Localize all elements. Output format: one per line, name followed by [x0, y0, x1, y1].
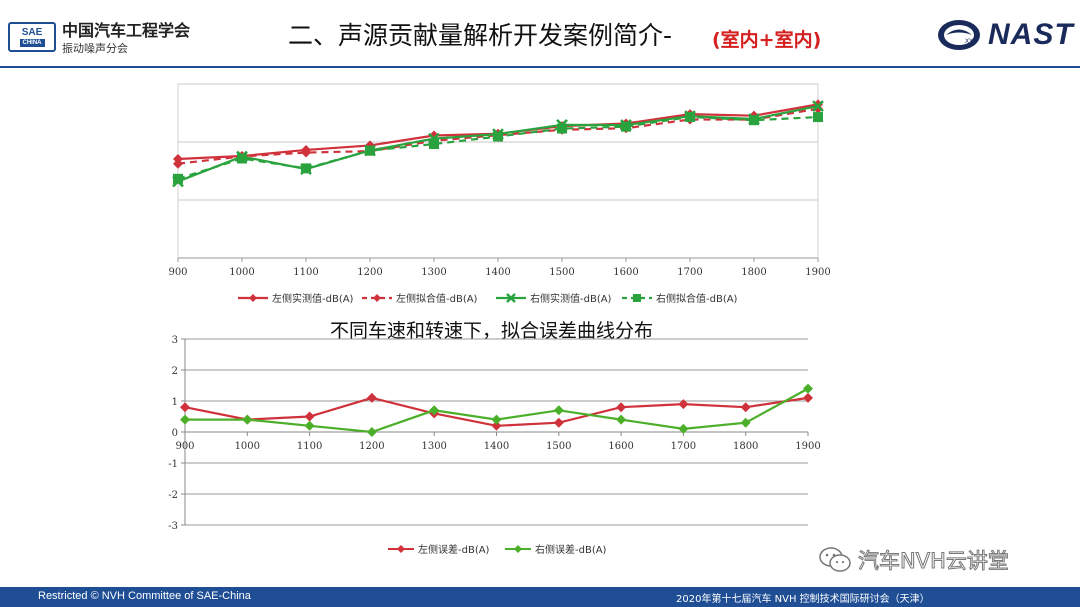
data-point: [557, 123, 567, 134]
y-tick-label: -2: [168, 490, 178, 501]
data-point: [813, 112, 823, 123]
x-tick-label: 1000: [235, 441, 260, 452]
data-point: [304, 411, 315, 422]
slide-title: 二、声源贡献量解析开发案例简介-: [288, 21, 673, 50]
org-subtitle: 振动噪声分会: [62, 42, 128, 55]
data-point: [553, 417, 564, 428]
data-point: [366, 392, 377, 403]
wechat-watermark: 汽车NVH云讲堂: [818, 545, 1009, 575]
legend-label: 左侧拟合值-dB(A): [396, 292, 478, 305]
x-tick-label: 1500: [549, 267, 574, 278]
measured-vs-fitted-chart: 900 1000 1100 1200 1300 1400 1500 1600 1700 1800 1…: [168, 83, 831, 305]
wechat-icon: [819, 547, 851, 572]
x-tick-label: 1200: [359, 441, 384, 452]
y-tick-label: 1: [172, 397, 178, 408]
x-tick-label: 1000: [229, 267, 254, 278]
error-chart-caption: 不同车速和转速下，拟合误差曲线分布: [330, 320, 654, 342]
footer-bar: Restricted © NVH Committee of SAE-China …: [0, 587, 1080, 607]
data-point: [493, 131, 503, 142]
data-point: [740, 402, 751, 413]
data-point: [180, 414, 190, 425]
data-point: [616, 414, 627, 425]
data-point: [173, 158, 183, 169]
x-tick-label: 1300: [421, 441, 446, 452]
logo-bottom-text: CHINA: [19, 38, 45, 47]
x-tick-label: 1600: [608, 441, 633, 452]
x-tick-label: 1400: [484, 441, 509, 452]
nast-logo: XY NAST: [936, 18, 1074, 52]
x-tick-label: 1900: [805, 267, 830, 278]
data-point: [366, 427, 377, 437]
series-group: [173, 111, 823, 184]
y-tick-label: 0: [172, 428, 178, 439]
data-point: [242, 414, 253, 425]
data-point: [304, 420, 315, 431]
data-point: [740, 417, 751, 428]
data-point: [685, 111, 695, 122]
legend-label: 左侧实测值-dB(A): [272, 292, 354, 305]
data-point: [678, 399, 689, 410]
data-point: [237, 153, 247, 164]
x-tick-label: 1800: [741, 267, 766, 278]
data-point: [749, 115, 759, 126]
data-point: [812, 100, 824, 112]
nast-emblem-icon: XY: [938, 20, 980, 50]
nast-mark-text: XY: [965, 38, 973, 45]
data-point: [180, 402, 190, 413]
x-tick-label: 1800: [733, 441, 758, 452]
data-point: [803, 383, 813, 394]
data-point: [803, 392, 813, 403]
data-point: [429, 405, 440, 416]
data-point: [616, 402, 627, 413]
data-point: [365, 145, 375, 156]
legend-marker: [633, 294, 641, 302]
header-divider: [0, 66, 1080, 68]
footer-left-text: Restricted © NVH Committee of SAE-China: [38, 590, 251, 602]
legend-marker: [514, 545, 522, 553]
data-point: [301, 147, 311, 158]
x-tick-label: 1400: [485, 267, 510, 278]
data-point: [173, 173, 183, 184]
series-group: [180, 383, 813, 437]
y-tick-label: 2: [172, 366, 178, 377]
slide-title-accent: (室内+室内): [712, 29, 822, 51]
y-tick-label: -1: [168, 459, 178, 470]
legend-label: 右侧实测值-dB(A): [530, 292, 612, 305]
x-tick-label: 900: [168, 267, 187, 278]
legend-marker: [506, 293, 516, 303]
data-point: [678, 423, 689, 434]
x-tick-label: 1900: [795, 441, 820, 452]
legend-label: 右侧拟合值-dB(A): [656, 292, 738, 305]
footer-right-text: 2020年第十七届汽车 NVH 控制技术国际研讨会（天津）: [676, 594, 930, 605]
nast-logo-text: NAST: [988, 18, 1074, 51]
x-tick-label: 1600: [613, 267, 638, 278]
x-tick-label: 1200: [357, 267, 382, 278]
x-tick-label: 1100: [297, 441, 322, 452]
watermark-text: 汽车NVH云讲堂: [858, 549, 1010, 574]
y-tick-label: 3: [172, 335, 178, 346]
x-tick-label: 1500: [546, 441, 571, 452]
org-name: 中国汽车工程学会: [62, 21, 191, 40]
data-point: [491, 420, 502, 431]
data-point: [553, 405, 564, 416]
x-tick-label: 1100: [293, 267, 318, 278]
legend-label: 左侧误差-dB(A): [418, 543, 490, 556]
x-tick-label: 900: [175, 441, 194, 452]
sae-china-logo: SAE CHINA: [8, 22, 56, 52]
x-tick-label: 1700: [677, 267, 702, 278]
y-tick-label: -3: [168, 521, 178, 532]
data-point: [621, 121, 631, 132]
data-point: [301, 163, 311, 174]
legend-label: 右侧误差-dB(A): [535, 543, 607, 556]
x-tick-label: 1700: [671, 441, 696, 452]
legend-marker: [249, 294, 257, 302]
logo-top-text: SAE: [21, 26, 43, 38]
x-tick-label: 1300: [421, 267, 446, 278]
legend-marker: [373, 294, 381, 302]
legend-marker: [397, 545, 405, 553]
data-point: [429, 139, 439, 150]
data-point: [491, 414, 502, 425]
